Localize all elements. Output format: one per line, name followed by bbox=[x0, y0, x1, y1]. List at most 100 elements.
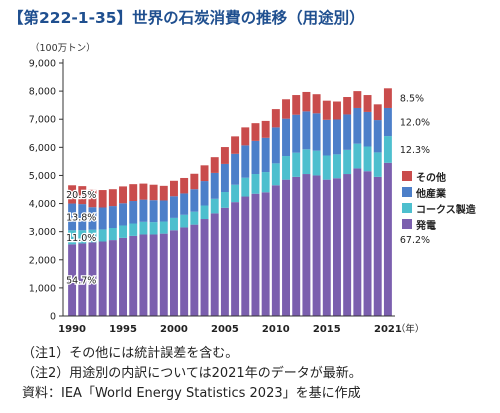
bar-other-industry-2017 bbox=[343, 114, 352, 150]
bar-other-industry-2021 bbox=[383, 107, 392, 137]
bar-other-1997 bbox=[139, 183, 148, 200]
bar-coke-2006 bbox=[231, 184, 240, 203]
bar-other-2020 bbox=[373, 104, 382, 121]
bar-other-2017 bbox=[343, 97, 352, 115]
bar-other-2016 bbox=[332, 101, 341, 120]
bar-power-1993 bbox=[98, 241, 107, 316]
legend-item-coke: コークス製造 bbox=[402, 200, 476, 216]
bar-power-2011 bbox=[282, 179, 291, 316]
share-label-1990-other: 20.5% bbox=[66, 190, 96, 201]
footnotes: （注1）その他には統計誤差を含む。 （注2）用途別の内訳については2021年のデ… bbox=[22, 344, 362, 404]
bar-other-2011 bbox=[282, 99, 291, 119]
legend-swatch-other bbox=[402, 171, 412, 181]
bar-other-industry-1990 bbox=[68, 203, 77, 231]
bar-power-2004 bbox=[210, 213, 219, 316]
bar-other-industry-2013 bbox=[302, 111, 311, 150]
bar-other-industry-2009 bbox=[261, 137, 270, 173]
legend-swatch-power bbox=[402, 219, 412, 229]
bar-coke-2018 bbox=[353, 143, 362, 169]
bar-coke-2019 bbox=[363, 146, 372, 172]
bar-coke-2010 bbox=[271, 163, 280, 186]
x-tick-label: 2000 bbox=[160, 324, 188, 335]
bar-other-industry-2010 bbox=[271, 127, 280, 164]
share-label-1990-other-industry: 13.8% bbox=[66, 212, 96, 223]
bar-other-1999 bbox=[159, 185, 168, 201]
bar-other-industry-2003 bbox=[200, 181, 209, 206]
bar-coke-2014 bbox=[312, 150, 321, 176]
bar-power-2003 bbox=[200, 219, 209, 316]
bar-coke-2016 bbox=[332, 154, 341, 179]
bar-other-industry-1991 bbox=[78, 204, 87, 231]
bar-other-industry-1992 bbox=[88, 207, 97, 230]
bar-other-industry-2012 bbox=[292, 114, 301, 153]
bar-power-2013 bbox=[302, 174, 311, 316]
bar-coke-2008 bbox=[251, 174, 260, 194]
bar-power-1997 bbox=[139, 234, 148, 316]
bar-other-2007 bbox=[241, 127, 250, 146]
bar-power-2012 bbox=[292, 176, 301, 316]
bar-other-industry-1995 bbox=[119, 203, 128, 226]
bar-coke-2009 bbox=[261, 172, 270, 193]
bar-coke-1990 bbox=[68, 230, 77, 245]
bar-power-1991 bbox=[78, 243, 87, 316]
x-tick-label: 1990 bbox=[58, 324, 86, 335]
stacked-bar-chart: 0 1,000 2,000 3,000 4,000 5,000 6,000 7,000 8,00… bbox=[29, 59, 430, 336]
bar-other-2008 bbox=[251, 123, 260, 141]
x-tick-label: 2021 bbox=[374, 324, 402, 335]
bar-power-2019 bbox=[363, 171, 372, 316]
bar-other-industry-2001 bbox=[180, 193, 189, 215]
bar-power-2020 bbox=[373, 176, 382, 316]
share-label-1990-coke: 11.0% bbox=[66, 233, 96, 244]
y-tick-label: 7,000 bbox=[29, 115, 56, 126]
bar-other-1998 bbox=[149, 184, 158, 201]
bar-other-industry-2000 bbox=[169, 196, 178, 218]
bar-other-2018 bbox=[353, 91, 362, 108]
bar-other-industry-2007 bbox=[241, 145, 250, 178]
chart-title: 【第222-1-35】世界の石炭消費の推移（用途別） bbox=[8, 9, 365, 27]
bar-other-industry-1993 bbox=[98, 207, 107, 230]
bar-coke-2002 bbox=[190, 211, 199, 225]
bar-coke-1992 bbox=[88, 229, 97, 243]
bar-power-2021 bbox=[383, 162, 392, 316]
bar-power-1998 bbox=[149, 234, 158, 316]
share-label-1990-power: 54.7% bbox=[66, 276, 96, 287]
bar-other-2019 bbox=[363, 95, 372, 112]
y-tick-label: 1,000 bbox=[29, 283, 56, 294]
x-tick-label: 2010 bbox=[262, 324, 290, 335]
y-tick-label: 4,000 bbox=[29, 199, 56, 210]
bar-other-2006 bbox=[231, 136, 240, 154]
bar-power-2009 bbox=[261, 192, 270, 316]
bar-other-2004 bbox=[210, 157, 219, 173]
bar-other-industry-2020 bbox=[373, 120, 382, 153]
bar-power-2002 bbox=[190, 224, 199, 316]
legend-item-power: 発電 bbox=[402, 216, 476, 232]
y-tick-label: 8,000 bbox=[29, 87, 56, 98]
bar-other-2015 bbox=[322, 100, 331, 120]
share-label-2021-coke: 12.3% bbox=[400, 145, 430, 156]
bar-other-industry-1994 bbox=[108, 206, 117, 229]
bar-other-industry-1997 bbox=[139, 199, 148, 222]
bar-power-2000 bbox=[169, 230, 178, 316]
x-tick-label: 2015 bbox=[313, 324, 341, 335]
bar-power-2018 bbox=[353, 168, 362, 316]
bar-other-1991 bbox=[78, 186, 87, 205]
bar-coke-2000 bbox=[169, 217, 178, 231]
bar-other-industry-2018 bbox=[353, 107, 362, 144]
bar-coke-2003 bbox=[200, 205, 209, 220]
x-axis-unit-label: （年） bbox=[396, 323, 425, 335]
bar-other-2014 bbox=[312, 94, 321, 114]
source-note: 資料：IEA「World Energy Statistics 2023」を基に作… bbox=[22, 386, 361, 401]
y-tick-label: 6,000 bbox=[29, 143, 56, 154]
bar-coke-2020 bbox=[373, 152, 382, 177]
y-tick-label: 9,000 bbox=[29, 59, 56, 70]
bar-other-industry-2014 bbox=[312, 113, 321, 151]
bar-power-1994 bbox=[108, 240, 117, 316]
bar-coke-1998 bbox=[149, 222, 158, 235]
bar-other-1993 bbox=[98, 190, 107, 208]
bar-other-2003 bbox=[200, 165, 209, 182]
bar-coke-2021 bbox=[383, 136, 392, 163]
bar-power-2008 bbox=[251, 193, 260, 316]
legend-swatch-other-industry bbox=[402, 187, 412, 197]
chart-legend: その他 他産業 コークス製造 発電 bbox=[402, 168, 476, 232]
bar-coke-2013 bbox=[302, 149, 311, 175]
